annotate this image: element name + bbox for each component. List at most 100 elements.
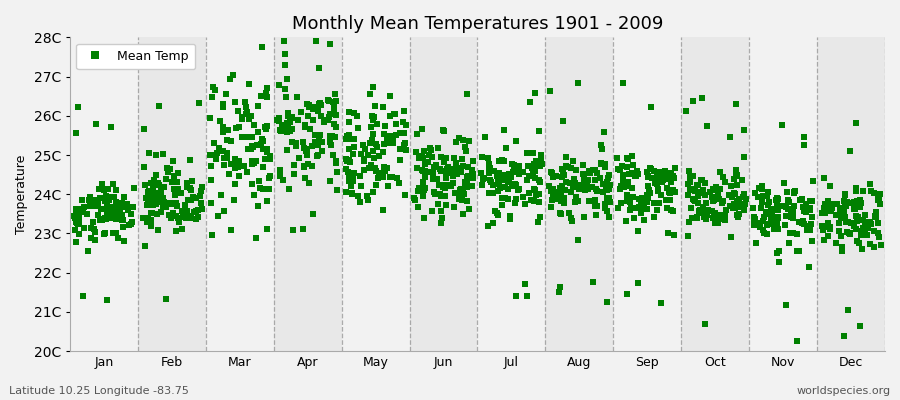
Point: [180, 184, 194, 191]
Point: [416, 192, 430, 199]
Bar: [545, 37, 613, 351]
Point: [289, 140, 303, 146]
Point: [100, 205, 114, 211]
Point: [554, 174, 569, 180]
Point: [588, 177, 602, 183]
Point: [834, 244, 849, 250]
Point: [572, 186, 587, 192]
Point: [311, 108, 326, 114]
Point: [105, 180, 120, 187]
Point: [848, 206, 862, 212]
Point: [95, 195, 110, 202]
Point: [328, 91, 342, 98]
Point: [853, 232, 868, 238]
Point: [625, 185, 639, 192]
Point: [300, 146, 314, 152]
Point: [634, 210, 648, 216]
Point: [68, 213, 82, 220]
Point: [493, 185, 508, 191]
Point: [849, 226, 863, 232]
Point: [227, 196, 241, 203]
Point: [280, 76, 294, 83]
Point: [260, 84, 274, 91]
Point: [839, 219, 853, 225]
Point: [165, 178, 179, 185]
Point: [594, 160, 608, 166]
Point: [598, 164, 612, 170]
Point: [390, 174, 404, 181]
Point: [160, 165, 175, 172]
Point: [135, 215, 149, 221]
Point: [524, 163, 538, 169]
Point: [313, 100, 328, 106]
Point: [856, 217, 870, 224]
Point: [216, 104, 230, 110]
Point: [142, 188, 157, 195]
Point: [841, 219, 855, 226]
Point: [256, 164, 270, 170]
Point: [727, 176, 742, 182]
Point: [399, 122, 413, 128]
Point: [528, 192, 543, 198]
Point: [239, 108, 254, 115]
Point: [351, 125, 365, 132]
Point: [458, 179, 473, 185]
Point: [690, 200, 705, 207]
Point: [874, 242, 888, 248]
Point: [636, 216, 651, 223]
Bar: [274, 37, 342, 351]
Point: [175, 226, 189, 232]
Point: [341, 176, 356, 182]
Point: [105, 204, 120, 210]
Point: [712, 196, 726, 202]
Point: [98, 214, 112, 221]
Point: [249, 158, 264, 164]
Point: [688, 198, 702, 204]
Point: [501, 179, 516, 186]
Point: [557, 195, 572, 202]
Point: [624, 205, 638, 211]
Point: [244, 146, 258, 152]
Point: [780, 197, 795, 203]
Point: [636, 196, 651, 203]
Point: [239, 169, 254, 175]
Point: [168, 192, 183, 198]
Point: [796, 204, 810, 210]
Point: [360, 196, 374, 203]
Point: [438, 171, 453, 178]
Point: [838, 214, 852, 221]
Point: [342, 171, 356, 177]
Point: [601, 186, 616, 193]
Point: [101, 186, 115, 192]
Point: [619, 164, 634, 170]
Point: [722, 192, 736, 198]
Point: [378, 123, 392, 130]
Point: [238, 98, 253, 105]
Point: [189, 216, 203, 223]
Point: [682, 174, 697, 180]
Point: [706, 194, 720, 200]
Point: [504, 173, 518, 179]
Point: [171, 214, 185, 221]
Point: [84, 203, 98, 210]
Point: [576, 214, 590, 220]
Point: [863, 241, 878, 248]
Point: [166, 212, 181, 218]
Point: [302, 103, 316, 110]
Point: [601, 214, 616, 220]
Point: [239, 111, 254, 118]
Point: [106, 208, 121, 214]
Point: [858, 212, 872, 218]
Point: [375, 174, 390, 180]
Point: [364, 140, 378, 146]
Point: [786, 209, 800, 215]
Point: [632, 196, 646, 202]
Point: [92, 185, 106, 192]
Point: [104, 207, 118, 214]
Point: [842, 231, 857, 237]
Point: [410, 165, 424, 171]
Point: [279, 94, 293, 100]
Point: [112, 203, 126, 210]
Point: [174, 190, 188, 196]
Point: [396, 119, 410, 126]
